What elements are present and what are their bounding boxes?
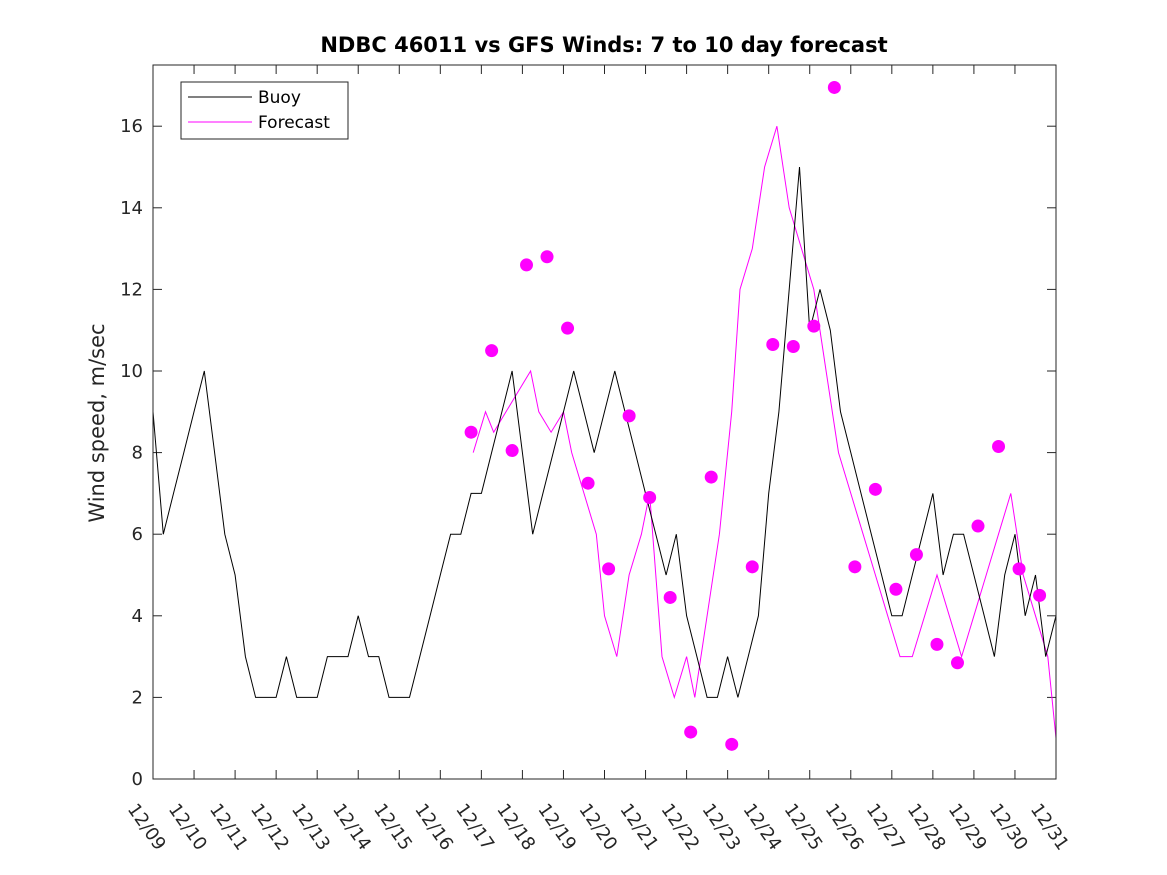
forecast-marker	[561, 321, 575, 335]
forecast-series-line	[472, 126, 1057, 739]
forecast-marker	[889, 582, 903, 596]
x-tick-label: 12/26	[821, 800, 868, 855]
forecast-marker	[622, 409, 636, 423]
y-tick-label: 6	[132, 524, 143, 545]
forecast-markers	[464, 80, 1047, 751]
x-tick-label: 12/27	[862, 800, 909, 855]
y-tick-label: 16	[120, 116, 143, 137]
forecast-marker	[930, 637, 944, 651]
forecast-marker	[909, 548, 923, 562]
forecast-marker	[663, 590, 677, 604]
x-tick-label: 12/09	[123, 800, 170, 855]
y-tick-label: 14	[120, 198, 143, 219]
forecast-marker	[725, 737, 739, 751]
x-tick-label: 12/15	[369, 800, 416, 855]
x-tick-label: 12/20	[574, 800, 621, 855]
forecast-marker	[505, 444, 519, 458]
x-tick-label: 12/14	[328, 800, 375, 855]
forecast-marker	[827, 80, 841, 94]
forecast-marker	[950, 656, 964, 670]
forecast-marker	[704, 470, 718, 484]
forecast-marker	[520, 258, 534, 272]
legend-buoy-label: Buoy	[258, 88, 301, 108]
x-tick-label: 12/28	[903, 800, 950, 855]
x-tick-label: 12/22	[656, 800, 703, 855]
x-tick-label: 12/23	[698, 800, 745, 855]
legend: Buoy Forecast	[180, 81, 349, 140]
forecast-marker	[643, 490, 657, 504]
forecast-marker	[684, 725, 698, 739]
legend-box	[180, 81, 349, 140]
forecast-marker	[848, 560, 862, 574]
axes-ticks	[152, 65, 1057, 780]
x-tick-label: 12/17	[451, 800, 498, 855]
forecast-marker	[971, 519, 985, 533]
x-tick-label: 12/31	[1026, 800, 1073, 855]
forecast-marker	[1012, 562, 1026, 576]
x-tick-label: 12/24	[739, 800, 786, 855]
y-tick-label: 12	[120, 279, 143, 300]
y-tick-label: 10	[120, 361, 143, 382]
buoy-series-line	[152, 166, 1057, 698]
forecast-marker	[540, 250, 554, 264]
forecast-lines	[472, 126, 1057, 739]
x-tick-label: 12/25	[780, 800, 827, 855]
x-tick-label: 12/19	[533, 800, 580, 855]
forecast-marker	[1033, 588, 1047, 602]
tick-labels: 024681012141612/0912/1012/1112/1212/1312…	[120, 116, 1073, 854]
forecast-marker	[745, 560, 759, 574]
forecast-marker	[992, 439, 1006, 453]
forecast-marker	[807, 319, 821, 333]
x-tick-label: 12/16	[410, 800, 457, 855]
x-tick-label: 12/18	[492, 800, 539, 855]
legend-forecast-label: Forecast	[258, 113, 330, 133]
forecast-marker	[868, 482, 882, 496]
y-tick-label: 0	[132, 769, 143, 790]
x-tick-label: 12/11	[205, 800, 252, 855]
forecast-marker	[602, 562, 616, 576]
forecast-marker	[766, 337, 780, 351]
y-tick-label: 2	[132, 687, 143, 708]
plot-frame	[152, 64, 1057, 780]
chart-title: NDBC 46011 vs GFS Winds: 7 to 10 day for…	[320, 33, 887, 57]
x-tick-label: 12/12	[246, 800, 293, 855]
x-tick-label: 12/10	[164, 800, 211, 855]
x-tick-label: 12/29	[944, 800, 991, 855]
forecast-marker	[464, 425, 478, 439]
x-tick-label: 12/13	[287, 800, 334, 855]
y-tick-label: 8	[132, 443, 143, 464]
x-tick-label: 12/30	[985, 800, 1032, 855]
y-tick-label: 4	[132, 606, 143, 627]
forecast-marker	[485, 344, 499, 358]
x-tick-label: 12/21	[615, 800, 662, 855]
forecast-marker	[581, 476, 595, 490]
forecast-marker	[786, 340, 800, 354]
buoy-line	[152, 166, 1057, 698]
y-axis-label: Wind speed, m/sec	[85, 323, 109, 522]
